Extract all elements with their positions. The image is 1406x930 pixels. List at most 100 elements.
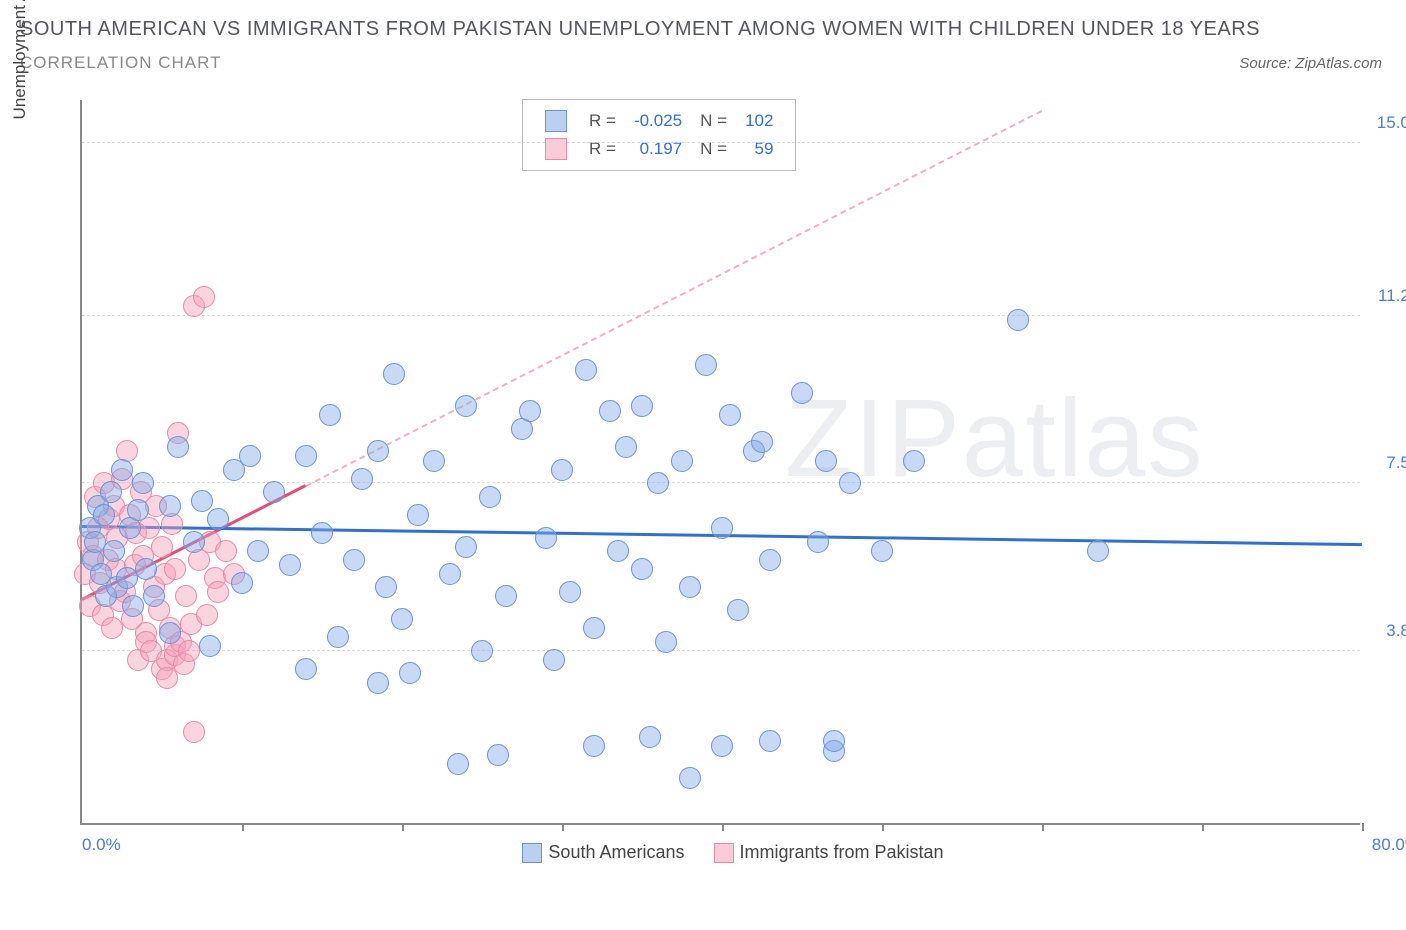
- data-point: [823, 730, 845, 752]
- chart-title-block: SOUTH AMERICAN VS IMMIGRANTS FROM PAKIST…: [20, 18, 1260, 73]
- data-point: [164, 558, 186, 580]
- data-point: [191, 490, 213, 512]
- correlation-chart: Unemployment Among Women with Children U…: [60, 100, 1380, 860]
- data-point: [495, 585, 517, 607]
- data-point: [215, 540, 237, 562]
- x-axis-max: 80.0%: [1372, 835, 1406, 855]
- data-point: [103, 540, 125, 562]
- data-point: [183, 721, 205, 743]
- data-point: [543, 649, 565, 671]
- data-point: [815, 450, 837, 472]
- r-label: R =: [581, 108, 624, 134]
- data-point: [551, 459, 573, 481]
- data-point: [351, 468, 373, 490]
- data-point: [583, 617, 605, 639]
- series-legend: South Americans Immigrants from Pakistan: [82, 842, 1360, 863]
- y-tick-label: 11.2%: [1378, 286, 1406, 306]
- data-point: [132, 472, 154, 494]
- data-point: [263, 481, 285, 503]
- n-label: N =: [692, 136, 735, 162]
- data-point: [759, 730, 781, 752]
- x-tick: [722, 823, 724, 831]
- data-point: [751, 431, 773, 453]
- x-tick: [562, 823, 564, 831]
- plot-area: ZIPatlas R = -0.025 N = 102 R = 0.197 N …: [80, 100, 1360, 825]
- legend-row-blue: R = -0.025 N = 102: [537, 108, 781, 134]
- correlation-legend: R = -0.025 N = 102 R = 0.197 N = 59: [522, 99, 796, 171]
- x-tick: [1202, 823, 1204, 831]
- data-point: [319, 404, 341, 426]
- swatch-pink: [714, 843, 734, 863]
- data-point: [447, 753, 469, 775]
- data-point: [196, 604, 218, 626]
- data-point: [639, 726, 661, 748]
- data-point: [391, 608, 413, 630]
- legend-row-pink: R = 0.197 N = 59: [537, 136, 781, 162]
- data-point: [655, 631, 677, 653]
- data-point: [367, 672, 389, 694]
- n-value-pink: 59: [737, 136, 781, 162]
- data-point: [311, 522, 333, 544]
- r-label: R =: [581, 136, 624, 162]
- data-point: [631, 395, 653, 417]
- data-point: [631, 558, 653, 580]
- data-point: [111, 459, 133, 481]
- data-point: [175, 585, 197, 607]
- data-point: [151, 536, 173, 558]
- data-point: [455, 395, 477, 417]
- data-point: [122, 595, 144, 617]
- data-point: [423, 450, 445, 472]
- data-point: [711, 517, 733, 539]
- data-point: [178, 640, 200, 662]
- chart-title: SOUTH AMERICAN VS IMMIGRANTS FROM PAKIST…: [20, 18, 1260, 41]
- data-point: [695, 354, 717, 376]
- r-value-pink: 0.197: [626, 136, 690, 162]
- swatch-blue: [545, 110, 567, 132]
- data-point: [487, 744, 509, 766]
- n-label: N =: [692, 108, 735, 134]
- data-point: [607, 540, 629, 562]
- r-value-blue: -0.025: [626, 108, 690, 134]
- data-point: [479, 486, 501, 508]
- data-point: [231, 572, 253, 594]
- y-tick-label: 3.8%: [1386, 621, 1406, 641]
- data-point: [671, 450, 693, 472]
- data-point: [207, 581, 229, 603]
- data-point: [167, 436, 189, 458]
- y-tick-label: 15.0%: [1377, 113, 1406, 133]
- data-point: [455, 536, 477, 558]
- data-point: [100, 481, 122, 503]
- gridline: [82, 142, 1360, 143]
- data-point: [711, 735, 733, 757]
- data-point: [383, 363, 405, 385]
- n-value-blue: 102: [737, 108, 781, 134]
- chart-subtitle: CORRELATION CHART: [20, 53, 1260, 73]
- data-point: [727, 599, 749, 621]
- data-point: [807, 531, 829, 553]
- data-point: [159, 622, 181, 644]
- data-point: [399, 662, 421, 684]
- data-point: [327, 626, 349, 648]
- data-point: [159, 495, 181, 517]
- data-point: [1007, 309, 1029, 331]
- data-point: [599, 400, 621, 422]
- data-point: [679, 767, 701, 789]
- data-point: [903, 450, 925, 472]
- series-blue-label: South Americans: [548, 842, 684, 862]
- data-point: [93, 504, 115, 526]
- data-point: [679, 576, 701, 598]
- data-point: [759, 549, 781, 571]
- data-point: [183, 531, 205, 553]
- data-point: [519, 400, 541, 422]
- data-point: [583, 735, 605, 757]
- x-tick: [242, 823, 244, 831]
- data-point: [839, 472, 861, 494]
- data-point: [575, 359, 597, 381]
- gridline: [82, 650, 1360, 651]
- data-point: [791, 382, 813, 404]
- x-tick: [402, 823, 404, 831]
- data-point: [1087, 540, 1109, 562]
- data-point: [295, 658, 317, 680]
- data-point: [367, 440, 389, 462]
- data-point: [279, 554, 301, 576]
